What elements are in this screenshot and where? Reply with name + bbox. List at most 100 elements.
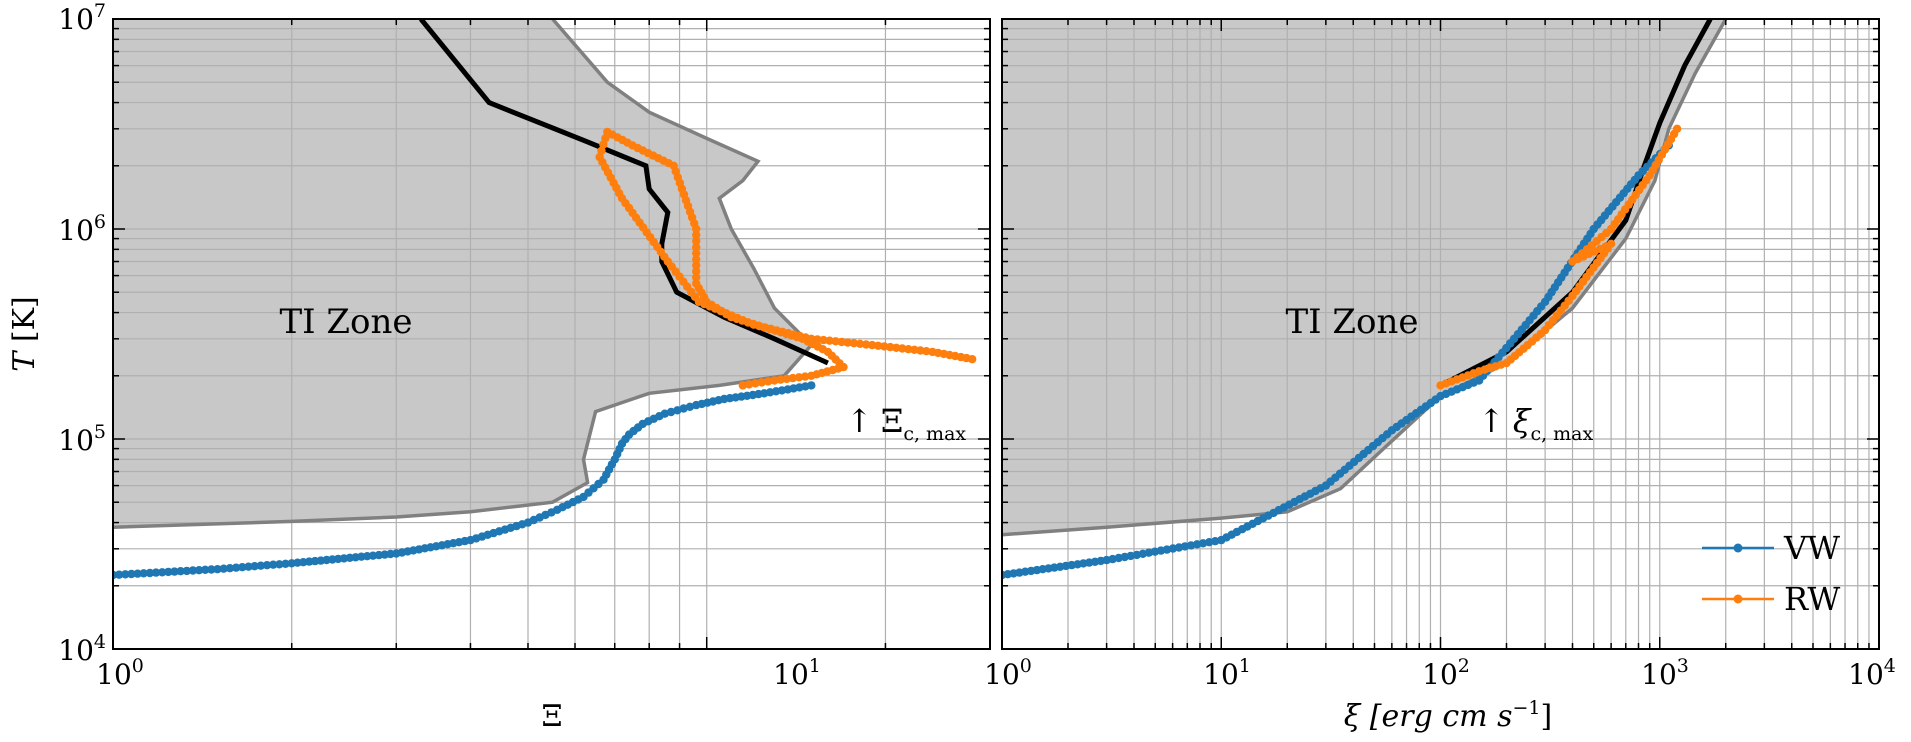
data-point-rw [692, 249, 701, 258]
data-point-vw [121, 570, 130, 579]
data-point-rw [692, 279, 701, 288]
data-point-vw [225, 564, 235, 573]
right-panel: 100 101 102 103 104 ξ [erg cm s−1] TI Zo… [984, 18, 1896, 734]
data-point-rw [603, 127, 612, 137]
data-point-vw [170, 567, 179, 576]
data-point-rw [744, 380, 754, 389]
data-point-rw [599, 140, 608, 149]
xtick-label-1e1: 101 [773, 655, 821, 691]
data-point-vw [176, 567, 185, 576]
data-point-vw [164, 567, 173, 577]
xtick-label-1e3: 103 [1641, 655, 1689, 691]
axes-frame-left [112, 18, 991, 650]
data-point-vw [127, 569, 136, 579]
ti-zone-label-left: TI Zone [279, 302, 412, 342]
data-point-vw [201, 565, 210, 574]
left-panel: 107 106 105 104 100 101 Ξ T [K] TI Zone … [7, 0, 991, 734]
data-point-vw [807, 381, 816, 390]
data-point-vw [256, 561, 265, 570]
xtick-label-1e1: 101 [1203, 655, 1251, 691]
xtick-label-1e4: 104 [1848, 655, 1896, 691]
data-point-rw [782, 374, 791, 384]
data-point-vw [194, 566, 204, 575]
xi-cmax-annotation-right: ↑ ξc, max [1478, 402, 1594, 445]
data-point-rw [855, 339, 865, 348]
data-point-rw [770, 376, 779, 385]
data-point-vw [666, 407, 676, 417]
data-point-vw [114, 570, 124, 579]
data-point-rw [843, 338, 852, 347]
data-point-rw [800, 372, 810, 381]
data-point-vw [275, 560, 284, 569]
data-point-vw [213, 565, 222, 574]
data-point-vw [660, 409, 669, 418]
data-point-rw [757, 378, 766, 387]
data-point-rw [874, 341, 883, 350]
x-axis-label-right: ξ [erg cm s−1] [1344, 697, 1553, 734]
xtick-label-1e0: 100 [96, 655, 144, 691]
x-axis-label-left: Ξ [541, 699, 562, 734]
data-point-vw [679, 404, 688, 413]
legend-marker-rw [1733, 594, 1743, 604]
data-point-vw [281, 559, 290, 568]
legend-label-vw: VW [1783, 529, 1840, 567]
data-point-rw [692, 230, 701, 240]
legend: VW RW [1702, 529, 1840, 618]
ti-zone-boundary [113, 19, 814, 529]
data-point-rw [837, 337, 846, 347]
data-point-rw [813, 335, 822, 344]
data-point-vw [244, 562, 253, 571]
ytick-label-1e7: 107 [58, 0, 106, 36]
data-point-rw [1672, 124, 1682, 133]
legend-label-rw: RW [1784, 580, 1840, 618]
data-point-vw [231, 563, 241, 572]
data-point-rw [861, 340, 871, 349]
data-point-rw [692, 255, 701, 264]
data-point-rw [849, 339, 859, 348]
data-point-vw [133, 569, 142, 578]
y-axis-label: T [K] [7, 296, 42, 371]
ticks-right [1001, 19, 1879, 650]
data-point-rw [794, 373, 804, 382]
ti-zone-label-right: TI Zone [1285, 302, 1418, 342]
data-point-rw [751, 379, 760, 388]
data-point-vw [151, 568, 161, 577]
data-point-rw [692, 243, 701, 252]
data-point-vw [158, 568, 167, 577]
data-point-vw [207, 565, 216, 574]
data-point-rw [692, 267, 701, 276]
xtick-label-1e2: 102 [1422, 655, 1470, 691]
data-point-rw [807, 334, 816, 343]
data-point-vw [685, 402, 695, 411]
ytick-label-1e6: 106 [58, 211, 106, 247]
ytick-label-1e5: 105 [58, 421, 106, 457]
legend-marker-vw [1733, 543, 1743, 553]
xtick-label-1e0: 100 [984, 655, 1032, 691]
data-point-rw [788, 373, 797, 383]
data-point-rw [692, 273, 701, 282]
ytick-label-1e4: 104 [58, 631, 106, 667]
data-point-vw [219, 564, 228, 573]
series-points-vw [113, 381, 816, 580]
xi-cmax-annotation-left: ↑ Ξc, max [846, 402, 966, 445]
data-point-rw [597, 146, 606, 155]
data-point-rw [825, 336, 834, 345]
ticks-left [112, 19, 991, 650]
data-point-rw [922, 347, 931, 356]
data-point-vw [145, 568, 155, 578]
series-points-rw [1436, 124, 1682, 390]
data-point-vw [262, 561, 272, 570]
data-point-rw [968, 355, 977, 364]
data-point-rw [692, 261, 701, 270]
data-point-rw [601, 134, 610, 143]
data-point-vw [188, 566, 198, 575]
data-point-vw [139, 569, 148, 578]
data-point-vw [250, 562, 259, 571]
data-point-rw [819, 335, 828, 345]
data-point-rw [692, 236, 701, 246]
data-point-rw [898, 344, 907, 353]
data-point-vw [269, 560, 278, 569]
data-point-vw [182, 566, 191, 576]
series-points-vw [1002, 141, 1674, 580]
